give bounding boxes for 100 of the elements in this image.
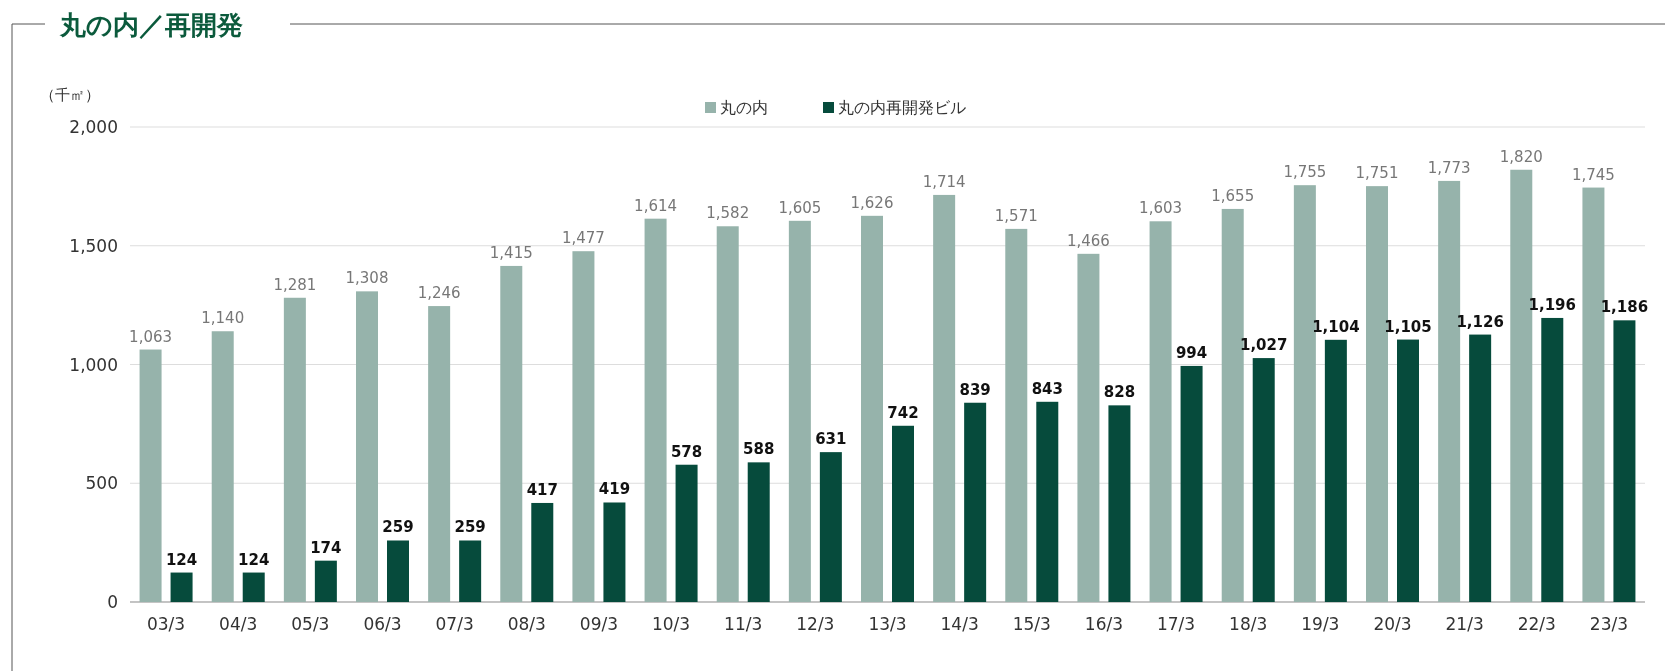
data-label: 1,773	[1427, 158, 1471, 177]
data-label: 174	[310, 538, 342, 557]
bar	[211, 331, 234, 602]
x-tick-label: 06/3	[363, 614, 402, 634]
data-label: 259	[454, 518, 486, 537]
x-tick-label: 19/3	[1301, 614, 1340, 634]
data-label: 1,755	[1283, 163, 1327, 182]
bar	[139, 349, 162, 602]
data-label: 742	[887, 403, 919, 422]
x-tick-label: 23/3	[1589, 614, 1629, 634]
bar	[1613, 320, 1636, 602]
data-label: 1,308	[345, 269, 389, 288]
bar	[1324, 339, 1347, 602]
data-label: 417	[526, 480, 558, 499]
bar	[933, 194, 956, 602]
bar	[314, 560, 337, 602]
bar	[644, 218, 667, 602]
x-tick-label: 18/3	[1229, 614, 1268, 634]
x-tick-label: 20/3	[1373, 614, 1412, 634]
x-tick-label: 07/3	[435, 614, 474, 634]
data-label: 1,126	[1456, 312, 1504, 331]
data-label: 828	[1103, 383, 1136, 402]
bar	[675, 464, 698, 602]
bar	[1397, 339, 1419, 602]
x-tick-label: 10/3	[651, 614, 691, 634]
bar	[603, 502, 626, 602]
bar	[428, 306, 451, 602]
legend-label: 丸の内	[720, 98, 768, 117]
bar	[747, 462, 770, 602]
data-label: 1,246	[417, 284, 461, 303]
bar	[1036, 401, 1059, 602]
data-label: 994	[1175, 343, 1208, 362]
data-label: 1,714	[922, 172, 966, 191]
y-axis-title: （千㎡）	[40, 86, 100, 104]
bar	[1293, 185, 1316, 602]
bar	[1077, 253, 1100, 602]
y-tick-label: 2,000	[69, 117, 118, 137]
data-label: 1,745	[1571, 165, 1615, 184]
data-label: 1,571	[994, 206, 1038, 225]
data-label: 1,751	[1355, 164, 1399, 183]
bar	[500, 265, 523, 602]
data-label: 1,466	[1066, 231, 1110, 250]
data-label: 588	[743, 440, 775, 459]
data-label: 259	[382, 518, 414, 537]
x-tick-label: 03/3	[146, 614, 186, 634]
data-label: 124	[238, 550, 270, 569]
y-tick-label: 500	[85, 473, 118, 494]
bar	[1252, 358, 1275, 602]
data-label: 1,477	[561, 229, 605, 248]
bar	[788, 220, 811, 602]
data-label: 419	[598, 480, 631, 499]
bar	[819, 452, 842, 602]
bar	[861, 215, 883, 602]
bar	[1005, 228, 1028, 602]
data-label: 1,582	[706, 204, 750, 223]
bar	[1108, 405, 1131, 602]
data-label: 1,655	[1211, 186, 1255, 205]
data-label: 124	[165, 550, 198, 569]
data-label: 1,605	[778, 198, 822, 217]
data-label: 1,104	[1312, 317, 1360, 336]
data-label: 1,281	[273, 275, 317, 294]
bar	[459, 540, 482, 602]
bar	[387, 540, 409, 602]
x-tick-label: 14/3	[940, 614, 979, 634]
bar	[892, 425, 914, 602]
data-label: 631	[815, 430, 847, 449]
bar	[1149, 221, 1172, 602]
y-tick-label: 0	[107, 592, 118, 612]
bar	[1180, 365, 1203, 602]
data-label: 1,027	[1239, 336, 1288, 355]
x-tick-label: 15/3	[1012, 614, 1051, 634]
x-tick-label: 09/3	[579, 614, 619, 634]
data-label: 843	[1031, 379, 1063, 398]
data-label: 1,196	[1528, 295, 1577, 314]
bar	[1469, 334, 1492, 602]
legend-label: 丸の内再開発ビル	[838, 98, 966, 117]
data-label: 1,063	[129, 327, 173, 346]
x-tick-label: 13/3	[868, 614, 907, 634]
x-tick-label: 05/3	[291, 614, 330, 634]
data-label: 1,626	[850, 193, 894, 212]
bar	[242, 572, 265, 602]
x-tick-label: 17/3	[1156, 614, 1196, 634]
data-label: 1,140	[201, 309, 245, 328]
data-label: 1,186	[1600, 298, 1649, 317]
x-tick-label: 21/3	[1445, 614, 1484, 634]
data-label: 1,820	[1499, 147, 1543, 166]
x-tick-label: 16/3	[1084, 614, 1124, 634]
data-label: 578	[670, 442, 703, 461]
bar	[283, 297, 306, 602]
data-label: 1,105	[1384, 317, 1432, 336]
x-tick-label: 08/3	[507, 614, 546, 634]
data-label: 1,415	[489, 243, 533, 262]
x-tick-label: 11/3	[724, 614, 763, 634]
x-tick-label: 22/3	[1517, 614, 1556, 634]
x-tick-label: 12/3	[796, 614, 835, 634]
bar	[716, 226, 739, 602]
bar	[572, 251, 595, 602]
y-tick-label: 1,000	[69, 354, 118, 375]
bar	[356, 291, 378, 602]
bar	[1541, 317, 1564, 602]
